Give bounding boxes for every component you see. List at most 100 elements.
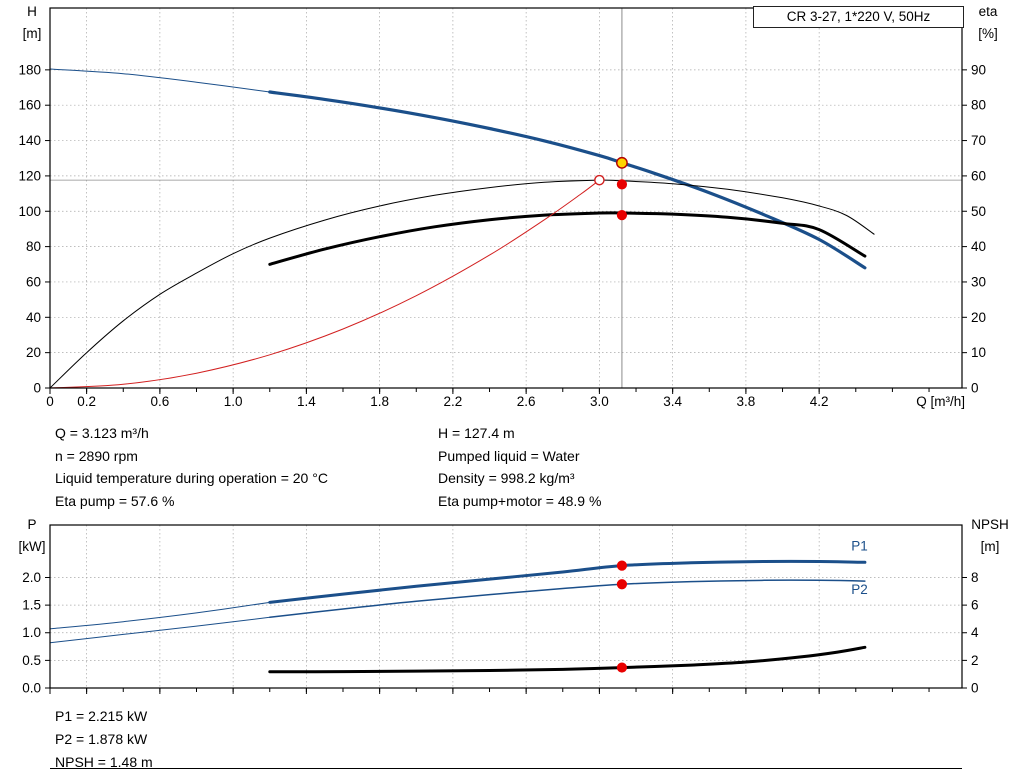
- h-axis-unit: [m]: [22, 26, 42, 41]
- info-line-density: Density = 998.2 kg/m³: [438, 470, 575, 486]
- svg-text:3.8: 3.8: [737, 394, 756, 409]
- svg-text:2: 2: [971, 653, 979, 668]
- series-p2-extension: [49, 616, 271, 644]
- series-eta-pump: [49, 179, 875, 389]
- info-line-p1: P1 = 2.215 kW: [55, 708, 148, 724]
- p-axis-title: P [kW]: [12, 514, 52, 558]
- marker-p1-point: [616, 560, 628, 571]
- power-npsh-chart: 0.0 0.5 1.0 1.5 2.0 0 2 4 6 8 P1 P2: [22, 524, 979, 696]
- svg-text:80: 80: [26, 239, 41, 254]
- p-axis-symbol: P: [27, 517, 37, 532]
- eta-axis-symbol: eta: [978, 4, 998, 19]
- plot-border: [49, 7, 963, 389]
- svg-text:20: 20: [971, 310, 986, 325]
- chart-title-box: CR 3-27, 1*220 V, 50Hz: [753, 6, 964, 28]
- grid: [50, 525, 962, 688]
- q-axis-title: Q [m³/h]: [916, 394, 965, 409]
- info-line-eta-pump: Eta pump = 57.6 %: [55, 492, 175, 509]
- plot-border: [49, 524, 963, 689]
- info-line-speed: n = 2890 rpm: [55, 447, 138, 464]
- grid: [50, 8, 962, 388]
- qh-eta-chart: 0 0.2 0.6 1.0 1.4 1.8 2.2 2.6 3.0 3.4 3.8 4.2 0 20 40 6…: [18, 7, 986, 409]
- marker-system-curve-end: [594, 174, 605, 186]
- marker-p2-point: [616, 579, 628, 590]
- info-line-eta-total: Eta pump+motor = 48.9 %: [438, 492, 602, 509]
- info-line-p2: P2 = 1.878 kW: [55, 731, 148, 747]
- svg-text:50: 50: [971, 204, 986, 219]
- svg-text:0: 0: [971, 381, 979, 396]
- svg-text:0.2: 0.2: [77, 394, 96, 409]
- svg-text:80: 80: [971, 98, 986, 113]
- marker-eta-pump-point: [616, 179, 628, 190]
- svg-text:3.0: 3.0: [590, 394, 609, 409]
- info-line-head: H = 127.4 m: [438, 425, 515, 441]
- series-p1-extension: [49, 601, 271, 630]
- marker-npsh-point: [616, 662, 628, 673]
- p-axis-unit: [kW]: [18, 539, 46, 554]
- svg-text:10: 10: [971, 345, 986, 360]
- npsh-axis-title: NPSH [m]: [958, 514, 1022, 558]
- svg-text:1.0: 1.0: [22, 625, 41, 640]
- svg-text:60: 60: [971, 168, 986, 183]
- power-info: P1 = 2.215 kW P2 = 1.878 kW NPSH = 1.48 …: [55, 705, 153, 774]
- info-line-npsh: NPSH = 1.48 m: [55, 754, 153, 770]
- info-line-liquid: Pumped liquid = Water: [438, 447, 580, 464]
- series-system-curve: [49, 179, 600, 389]
- series-npsh: [268, 645, 867, 674]
- duty-info-right: H = 127.4 m Pumped liquid = Water Densit…: [438, 422, 601, 512]
- svg-text:40: 40: [971, 239, 986, 254]
- svg-text:40: 40: [26, 310, 41, 325]
- svg-text:180: 180: [18, 62, 41, 77]
- h-axis-symbol: H: [27, 4, 37, 19]
- svg-text:1.8: 1.8: [370, 394, 389, 409]
- series-qh-extension: [49, 68, 271, 93]
- eta-axis-title: eta [%]: [964, 1, 1012, 45]
- svg-text:100: 100: [18, 204, 41, 219]
- svg-text:60: 60: [26, 274, 41, 289]
- svg-text:3.4: 3.4: [663, 394, 682, 409]
- h-axis-title: H [m]: [12, 1, 52, 45]
- svg-text:8: 8: [971, 570, 979, 585]
- svg-text:0.0: 0.0: [22, 681, 41, 696]
- svg-text:4: 4: [971, 625, 979, 640]
- eta-axis-unit: [%]: [978, 26, 998, 41]
- svg-text:120: 120: [18, 168, 41, 183]
- svg-text:1.5: 1.5: [22, 598, 41, 613]
- bottom-rule: [50, 768, 962, 769]
- npsh-axis-unit: [m]: [980, 539, 1000, 554]
- svg-text:0: 0: [33, 381, 41, 396]
- info-line-temperature: Liquid temperature during operation = 20…: [55, 470, 328, 486]
- svg-text:1.4: 1.4: [297, 394, 316, 409]
- svg-text:0.5: 0.5: [22, 653, 41, 668]
- svg-text:70: 70: [971, 133, 986, 148]
- svg-text:0.6: 0.6: [150, 394, 169, 409]
- svg-text:0: 0: [971, 681, 979, 696]
- npsh-axis-symbol: NPSH: [971, 517, 1009, 532]
- series-eta-pump-motor: [268, 211, 867, 266]
- svg-text:2.6: 2.6: [517, 394, 536, 409]
- marker-duty-point: [616, 156, 628, 169]
- svg-text:30: 30: [971, 274, 986, 289]
- curve-label-P2: P2: [851, 582, 868, 597]
- axis-tick-labels: 0.0 0.5 1.0 1.5 2.0 0 2 4 6 8: [22, 570, 979, 696]
- svg-text:140: 140: [18, 133, 41, 148]
- svg-text:4.2: 4.2: [810, 394, 829, 409]
- svg-text:2.0: 2.0: [22, 570, 41, 585]
- svg-text:160: 160: [18, 98, 41, 113]
- axis-tick-labels: 0 0.2 0.6 1.0 1.4 1.8 2.2 2.6 3.0 3.4 3.8 4.2 0 20 40 6…: [18, 62, 986, 409]
- svg-text:1.0: 1.0: [224, 394, 243, 409]
- svg-text:20: 20: [26, 345, 41, 360]
- axis-ticks: [45, 69, 967, 394]
- series-p1: [268, 559, 867, 604]
- marker-eta-total-point: [616, 210, 628, 221]
- svg-text:0: 0: [46, 394, 54, 409]
- series-p2: [269, 579, 866, 619]
- svg-text:90: 90: [971, 62, 986, 77]
- info-line-flow: Q = 3.123 m³/h: [55, 425, 149, 441]
- curve-label-P1: P1: [851, 538, 868, 553]
- duty-info-left: Q = 3.123 m³/h n = 2890 rpm Liquid tempe…: [55, 422, 328, 512]
- svg-text:6: 6: [971, 598, 979, 613]
- svg-text:2.2: 2.2: [444, 394, 463, 409]
- series-qh: [268, 90, 867, 270]
